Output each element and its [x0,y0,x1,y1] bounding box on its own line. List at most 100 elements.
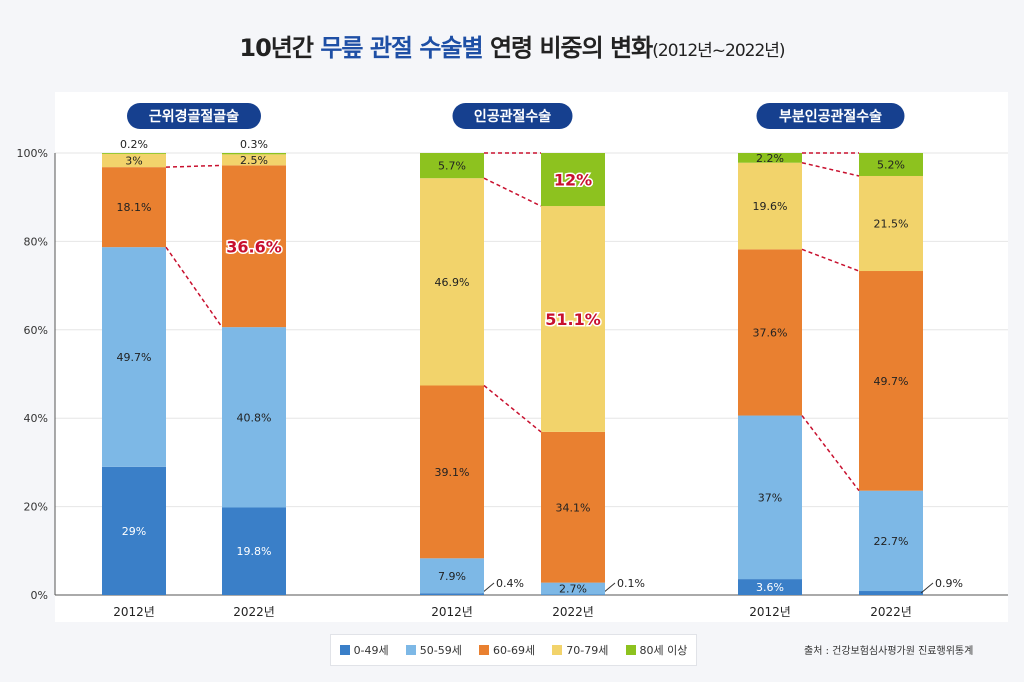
legend-swatch [625,645,636,655]
connector-line [801,248,860,272]
bar-segment [541,153,605,207]
data-label: 21.5% [874,217,909,230]
title-highlight: 무릎 관절 수술별 [320,34,483,62]
bar-segment [222,154,286,166]
legend-swatch [405,645,416,655]
bar-segment [859,175,923,272]
bar-segment [420,178,484,386]
title-period: (2012년~2022년) [652,41,785,61]
bar-segment [102,153,166,168]
bar-segment [859,153,923,176]
data-label: 2.5% [240,154,268,167]
legend-item: 70-79세 [552,642,608,658]
y-tick-label: 20% [24,501,48,514]
legend-label: 0-49세 [353,644,389,657]
bar-segment [420,558,484,594]
group-title-pill [452,103,573,129]
data-label: 37.6% [753,326,788,339]
bar-segment [420,153,484,179]
x-tick-label: 2012년 [113,605,155,619]
group-title-pill [756,103,905,129]
bar-segment [102,466,166,595]
bar-segment [222,327,286,508]
y-tick-label: 80% [24,235,48,248]
bar-segment [738,415,802,580]
data-label: 2.7% [559,583,587,596]
bar-segment [420,593,484,595]
source-note: 출처 : 건강보험심사평가원 진료행위통계 [804,646,974,657]
bar-segment [859,490,923,592]
bar-segment [859,271,923,491]
title-prefix: 10년간 [239,34,321,62]
connector-line [165,246,223,328]
legend-item: 60-69세 [479,642,535,658]
y-tick-label: 0% [31,589,48,602]
data-label: 5.2% [877,158,905,171]
data-label: 0.9% [935,577,963,590]
data-label: 29% [122,525,146,538]
legend-swatch [479,645,490,655]
bar-segment [738,162,802,250]
bar-segment [738,579,802,595]
data-label: 49.7% [874,375,909,388]
data-label: 0.4% [496,577,524,590]
bar-segment [541,206,605,432]
legend-label: 50-59세 [419,644,462,657]
bar-segment [541,582,605,595]
data-label: 12% [554,171,592,190]
bar-segment [541,594,605,596]
bar-segment [859,591,923,595]
connector-line [483,384,542,433]
data-label: 2.2% [756,152,784,165]
legend-label: 60-69세 [493,644,536,657]
data-label: 34.1% [556,501,591,514]
legend-swatch [339,645,350,655]
legend-swatch [552,645,563,655]
data-label: 18.1% [117,201,152,214]
bar-segment [222,165,286,328]
bar-segment [738,249,802,416]
legend-label: 70-79세 [566,644,609,657]
legend: 0-49세 50-59세 60-69세 70-79세 80세 이상 [330,634,697,666]
y-tick-label: 100% [17,147,48,160]
x-tick-label: 2022년 [552,605,594,619]
data-label: 19.8% [237,545,272,558]
bar-segment [222,507,286,595]
chart-title: 10년간 무릎 관절 수술별 연령 비중의 변화(2012년~2022년) [0,28,1024,63]
x-tick-label: 2022년 [870,605,912,619]
x-tick-label: 2012년 [749,605,791,619]
data-label: 3% [125,155,142,168]
title-suffix: 연령 비중의 변화 [482,34,653,62]
data-label: 46.9% [435,276,470,289]
connector-line [801,161,860,177]
data-label: 7.9% [438,570,466,583]
bar-segment [420,385,484,559]
data-label: 37% [758,491,782,504]
y-tick-label: 60% [24,324,48,337]
bar-segment [222,153,286,155]
bar-segment [738,153,802,163]
legend-item: 80세 이상 [625,642,687,658]
y-tick-label: 40% [24,412,48,425]
bar-segment [102,247,166,467]
data-label: 49.7% [117,351,152,364]
connector-line [801,415,860,492]
bar-segment [102,153,166,154]
bar-segment [102,167,166,248]
data-label: 40.8% [237,411,272,424]
data-label: 0.1% [617,577,645,590]
leader-line [920,582,934,594]
x-tick-label: 2012년 [431,605,473,619]
data-label: 51.1% [545,310,601,329]
data-label: 19.6% [753,200,788,213]
chart-panel [55,92,1008,622]
connector-line [483,177,542,207]
legend-item: 0-49세 [339,642,389,658]
data-label: 36.6% [226,237,282,256]
group-title-pill [127,103,261,129]
data-label: 0.3% [240,138,268,151]
group-title: 부분인공관절수술 [779,108,882,125]
bar-segment [541,431,605,583]
legend-item: 50-59세 [405,642,462,658]
data-label: 0.2% [120,138,148,151]
